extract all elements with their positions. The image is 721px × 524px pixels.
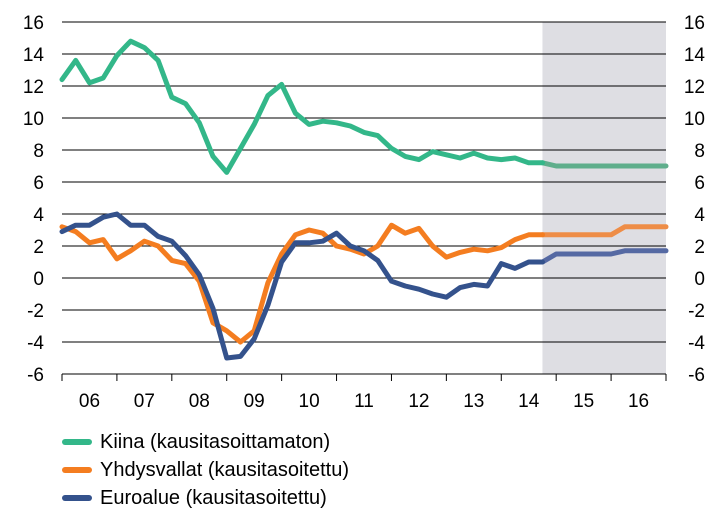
plot-background — [542, 22, 666, 374]
series-2-line — [59, 211, 545, 361]
y-axis-left: -6 -4 -2 0 2 4 6 8 10 12 14 16 — [23, 13, 45, 386]
legend: Kiina (kausitasoittamaton) Yhdysvallat (k… — [62, 428, 349, 512]
y-tick-label-right: 4 — [694, 205, 705, 226]
y-tick-label-left: 4 — [33, 205, 44, 226]
y-axis-right: -6 -4 -2 0 2 4 6 8 10 12 14 16 — [684, 13, 706, 386]
x-tick-label: 07 — [134, 391, 155, 412]
x-tick-label: 14 — [518, 391, 540, 412]
series-lines — [59, 38, 669, 361]
y-tick-label-right: 10 — [684, 109, 705, 130]
series-0-forecast-line — [540, 160, 669, 169]
y-tick-label-right: -2 — [688, 301, 705, 322]
y-tick-label-left: -6 — [27, 365, 44, 386]
legend-item: Yhdysvallat (kausitasoitettu) — [62, 456, 349, 484]
y-tick-label-right: 14 — [684, 45, 706, 66]
y-tick-label-right: 6 — [694, 173, 705, 194]
y-tick-label-left: 14 — [23, 45, 45, 66]
series-2-forecast-line — [540, 248, 669, 265]
x-tick-label: 11 — [354, 391, 374, 412]
x-tick-label: 12 — [408, 391, 429, 412]
y-tick-label-right: 2 — [694, 237, 705, 258]
y-tick-label-right: 8 — [694, 141, 705, 162]
y-tick-label-left: 2 — [33, 237, 44, 258]
legend-swatch — [62, 439, 92, 445]
y-tick-label-left: -2 — [27, 301, 44, 322]
x-tick-label: 09 — [244, 391, 265, 412]
legend-item: Euroalue (kausitasoitettu) — [62, 484, 349, 512]
y-tick-label-right: 12 — [684, 77, 705, 98]
x-tick-label: 13 — [463, 391, 484, 412]
x-tick-label: 06 — [79, 391, 100, 412]
legend-label: Kiina (kausitasoittamaton) — [100, 430, 331, 453]
grid-lines — [62, 21, 666, 375]
series-0-line — [59, 38, 545, 175]
y-tick-label-left: 10 — [23, 109, 44, 130]
y-tick-label-right: -6 — [688, 365, 705, 386]
x-tick-label: 16 — [628, 391, 649, 412]
legend-label: Yhdysvallat (kausitasoitettu) — [100, 458, 350, 481]
y-tick-label-left: 8 — [33, 141, 44, 162]
x-tick-label: 10 — [299, 391, 320, 412]
y-tick-label-left: 0 — [33, 269, 44, 290]
x-tick-label: 08 — [189, 391, 210, 412]
series-1-forecast-line — [540, 224, 669, 238]
legend-swatch — [62, 495, 92, 501]
x-tick-label: 15 — [573, 391, 594, 412]
y-tick-label-right: 16 — [684, 13, 705, 34]
x-axis: 06 07 08 09 10 11 12 13 14 15 16 — [61, 374, 667, 412]
forecast-shading — [542, 22, 666, 374]
series-1-line — [59, 222, 545, 345]
legend-swatch — [62, 467, 92, 473]
y-tick-label-right: 0 — [694, 269, 705, 290]
y-tick-label-left: -4 — [27, 333, 44, 354]
y-tick-label-right: -4 — [688, 333, 705, 354]
y-tick-label-left: 6 — [33, 173, 44, 194]
y-tick-label-left: 12 — [23, 77, 44, 98]
y-tick-label-left: 16 — [23, 13, 44, 34]
legend-label: Euroalue (kausitasoitettu) — [100, 486, 327, 509]
legend-item: Kiina (kausitasoittamaton) — [62, 428, 349, 456]
